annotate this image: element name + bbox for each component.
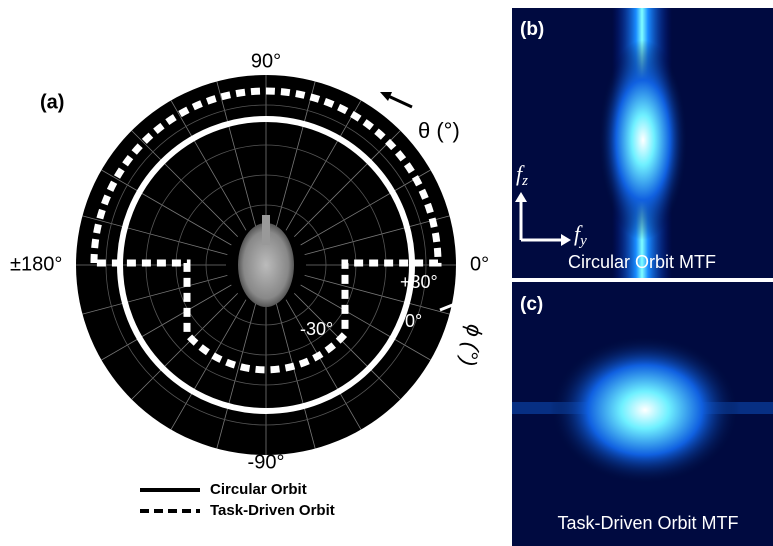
mtf-blob bbox=[598, 40, 688, 240]
axis-subscript: y bbox=[578, 233, 587, 249]
axis-subscript: z bbox=[521, 173, 528, 189]
phi-tick: -30° bbox=[300, 319, 333, 339]
panel-caption: Task-Driven Orbit MTF bbox=[557, 513, 738, 533]
mtf-blob bbox=[550, 335, 740, 485]
direction-label: 0° bbox=[470, 253, 489, 275]
panel-label: (b) bbox=[520, 19, 544, 40]
phi-tick: +30° bbox=[400, 272, 438, 292]
direction-label: -90° bbox=[248, 451, 285, 473]
panel-label: (a) bbox=[40, 91, 64, 113]
panel-label: (c) bbox=[520, 294, 543, 315]
direction-label: 90° bbox=[251, 50, 281, 72]
direction-label: ±180° bbox=[10, 253, 62, 275]
head-support bbox=[262, 215, 270, 245]
theta-arrow bbox=[386, 95, 412, 107]
figure: (a) 90° 0° ±180° -90° θ (°) +30° 0° -30°… bbox=[0, 0, 773, 546]
theta-label: θ (°) bbox=[418, 118, 460, 143]
panel-caption: Circular Orbit MTF bbox=[568, 252, 716, 272]
legend-label: Task-Driven Orbit bbox=[210, 502, 335, 519]
phi-tick: 0° bbox=[405, 311, 422, 331]
phi-label: ϕ (°) bbox=[456, 323, 488, 369]
legend-label: Circular Orbit bbox=[210, 481, 307, 498]
